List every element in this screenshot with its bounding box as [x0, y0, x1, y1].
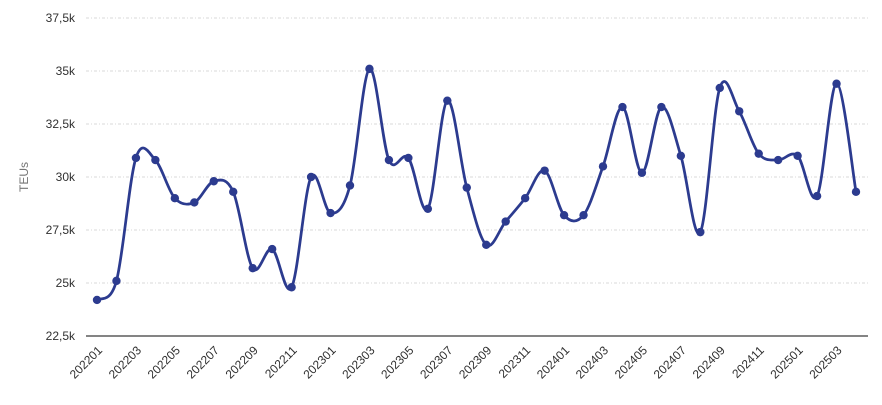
x-tick-label: 202405 — [612, 343, 650, 381]
x-tick-label: 202201 — [67, 343, 105, 381]
data-point-202206[interactable] — [190, 198, 199, 207]
data-point-202406[interactable] — [657, 102, 666, 112]
data-point-202209[interactable] — [248, 263, 257, 273]
y-tick-label: 22,5k — [46, 329, 76, 343]
data-point-202401[interactable] — [559, 210, 569, 220]
x-tick-label: 202311 — [496, 343, 534, 381]
data-point-202211[interactable] — [287, 283, 296, 292]
x-tick-label: 202401 — [534, 343, 572, 381]
x-tick-label: 202309 — [456, 343, 494, 381]
data-point-202504[interactable] — [851, 187, 861, 197]
data-point-202403[interactable] — [598, 162, 608, 171]
data-point-202502[interactable] — [812, 191, 822, 201]
x-tick-label: 202205 — [145, 343, 183, 381]
x-axis-tick-labels: 202201 202203 202205 202207 202209 202211 2023… — [67, 343, 845, 381]
x-tick-label: 202501 — [768, 343, 806, 381]
data-point-202411[interactable] — [754, 149, 763, 158]
data-point-202201[interactable] — [92, 295, 102, 305]
data-point-202306[interactable] — [423, 204, 433, 213]
x-tick-label: 202305 — [378, 343, 416, 381]
data-point-202301[interactable] — [326, 208, 335, 218]
x-tick-label: 202407 — [651, 343, 689, 381]
data-point-202307[interactable] — [443, 96, 452, 105]
y-tick-label: 32,5k — [46, 117, 76, 131]
x-tick-label: 202503 — [806, 343, 844, 381]
data-point-202203[interactable] — [131, 153, 141, 163]
x-tick-label: 202211 — [262, 343, 300, 381]
data-point-202202[interactable] — [112, 276, 121, 286]
data-point-202310[interactable] — [501, 217, 510, 226]
x-tick-label: 202403 — [573, 343, 611, 381]
y-axis-title: TEUs — [17, 162, 31, 192]
data-point-202305[interactable] — [404, 153, 413, 163]
data-point-202408[interactable] — [696, 227, 705, 237]
data-point-202311[interactable] — [520, 194, 530, 203]
y-tick-label: 37,5k — [46, 11, 76, 25]
x-tick-label: 202301 — [300, 343, 338, 381]
data-point-202302[interactable] — [345, 181, 355, 190]
y-tick-label: 25k — [56, 276, 76, 290]
data-point-202312[interactable] — [540, 166, 549, 175]
data-point-202503[interactable] — [832, 79, 841, 88]
x-tick-label: 202207 — [184, 343, 222, 381]
data-point-202210[interactable] — [267, 244, 277, 254]
data-point-202407[interactable] — [676, 151, 686, 160]
data-point-202409[interactable] — [715, 83, 724, 93]
data-point-202204[interactable] — [151, 155, 160, 165]
teu-series-line — [95, 67, 858, 302]
data-point-202207[interactable] — [209, 177, 218, 186]
x-tick-label: 202411 — [729, 343, 767, 381]
data-point-202501[interactable] — [793, 151, 802, 160]
data-point-202404[interactable] — [618, 102, 627, 112]
horizontal-gridlines — [86, 17, 868, 284]
y-tick-label: 27,5k — [46, 223, 76, 237]
data-point-202205[interactable] — [170, 194, 180, 203]
x-tick-label: 202209 — [223, 343, 261, 381]
y-axis-tick-labels: 22,5k 25k 27,5k 30k 32,5k 35k 37,5k — [46, 11, 76, 343]
x-tick-label: 202303 — [339, 343, 377, 381]
data-point-202412[interactable] — [773, 155, 783, 165]
y-tick-label: 35k — [56, 64, 76, 78]
data-point-202304[interactable] — [384, 155, 394, 165]
data-point-202212[interactable] — [306, 172, 316, 182]
x-tick-label: 202307 — [417, 343, 455, 381]
x-tick-label: 202203 — [106, 343, 144, 381]
data-point-202410[interactable] — [735, 107, 744, 116]
data-point-202303[interactable] — [365, 64, 374, 74]
data-point-202402[interactable] — [579, 210, 588, 220]
data-point-202308[interactable] — [462, 183, 471, 192]
data-point-202405[interactable] — [637, 168, 647, 177]
x-tick-label: 202409 — [690, 343, 728, 381]
data-point-markers — [92, 64, 861, 305]
data-point-202309[interactable] — [482, 240, 491, 250]
data-point-202208[interactable] — [229, 187, 238, 197]
y-tick-label: 30k — [56, 170, 76, 184]
